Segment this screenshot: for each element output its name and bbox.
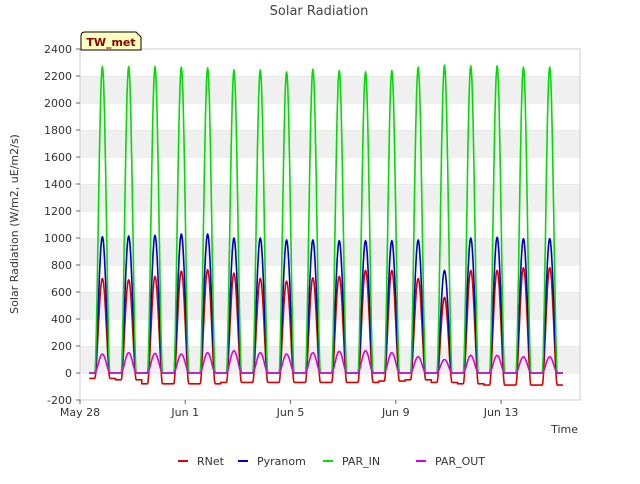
series-line-rnet [89, 266, 564, 386]
grid-band [80, 319, 580, 346]
y-tick-label: -200 [47, 394, 72, 407]
legend-label: RNet [197, 455, 225, 468]
x-tick-label: Jun 9 [381, 406, 410, 419]
y-tick-label: 1800 [44, 124, 72, 137]
series-line-par-out [89, 349, 564, 374]
chart-title: Solar Radiation [270, 4, 369, 19]
x-tick-label: Jun 13 [483, 406, 519, 419]
grid-band [80, 373, 580, 400]
grid-band [80, 211, 580, 238]
legend-label: PAR_OUT [435, 455, 485, 468]
y-tick-label: 800 [51, 259, 72, 272]
grid-band [80, 157, 580, 184]
y-axis: -200 0 200 400 600 800 1000 1200 1400 1600 1800 200… [44, 43, 80, 407]
y-tick-label: 1200 [44, 205, 72, 218]
x-tick-label: Jun 1 [170, 406, 199, 419]
y-tick-label: 1600 [44, 151, 72, 164]
station-badge: TW_met [80, 31, 142, 51]
grid-band [80, 103, 580, 130]
grid-band [80, 238, 580, 265]
series-layer [89, 64, 564, 386]
grid-band [80, 130, 580, 157]
grid-band [80, 265, 580, 292]
grid-bands [80, 48, 580, 400]
y-tick-label: 0 [65, 367, 72, 380]
grid-band [80, 346, 580, 373]
plot-frame [79, 48, 581, 401]
y-tick-label: 600 [51, 286, 72, 299]
x-axis-label: Time [550, 423, 578, 436]
y-tick-label: 2400 [44, 43, 72, 56]
y-tick-label: 1000 [44, 232, 72, 245]
x-axis: May 28 Jun 1 Jun 5 Jun 9 Jun 13 [60, 400, 519, 419]
grid-band [80, 76, 580, 103]
legend-label: Pyranom [257, 455, 306, 468]
y-tick-label: 2000 [44, 97, 72, 110]
y-tick-label: 400 [51, 313, 72, 326]
grid-band [80, 184, 580, 211]
y-tick-label: 2200 [44, 70, 72, 83]
legend-label: PAR_IN [342, 455, 380, 468]
x-tick-label: Jun 5 [276, 406, 305, 419]
y-tick-label: 200 [51, 340, 72, 353]
x-tick-label: May 28 [60, 406, 100, 419]
grid-band [80, 292, 580, 319]
y-tick-label: 1400 [44, 178, 72, 191]
station-badge-label: TW_met [86, 36, 135, 49]
y-axis-label: Solar Radiation (W/m2, uE/m2/s) [8, 134, 21, 314]
legend: RNet Pyranom PAR_IN PAR_OUT [178, 455, 485, 468]
